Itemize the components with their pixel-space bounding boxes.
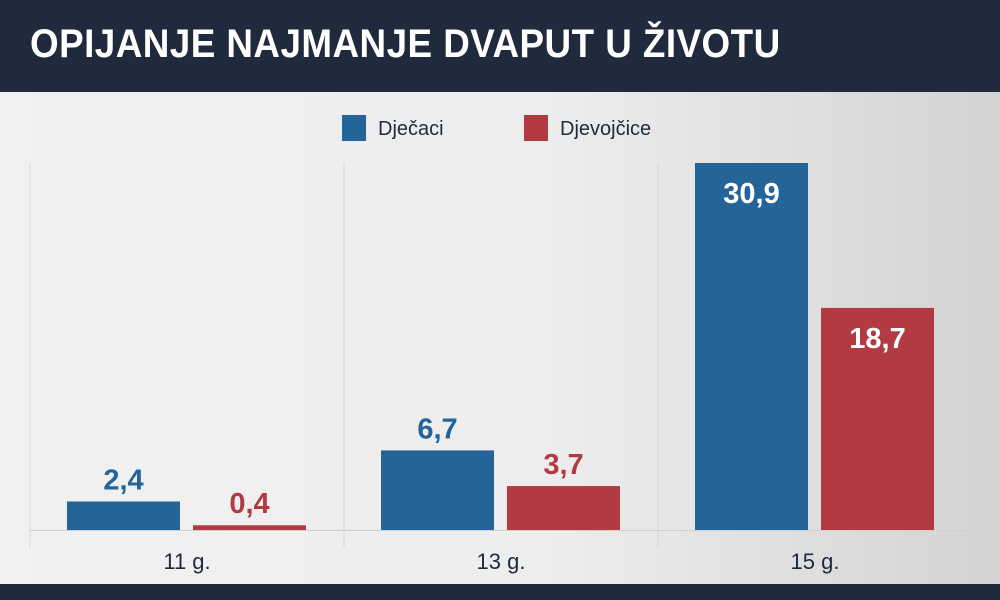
group-separators [29, 163, 973, 548]
bar-0-0 [67, 501, 180, 530]
bar-0-2 [695, 163, 808, 530]
bars [67, 163, 934, 530]
bar-1-0 [193, 525, 306, 530]
tick-label-2: 15 g. [791, 549, 840, 574]
footer-bar [0, 584, 1000, 600]
bar-0-1 [381, 450, 494, 530]
value-label-1-1: 3,7 [543, 449, 583, 481]
legend-swatch-1 [524, 115, 548, 141]
value-labels: 2,4 0,4 6,7 3,7 30,9 18,7 [103, 178, 905, 520]
tick-label-0: 11 g. [163, 549, 210, 574]
value-label-0-1: 6,7 [417, 413, 457, 445]
legend-label-1: Djevojčice [560, 118, 651, 140]
bar-1-2 [821, 307, 934, 530]
legend-label-0: Dječaci [378, 118, 444, 140]
tick-label-1: 13 g. [477, 549, 526, 574]
value-label-1-2: 18,7 [849, 323, 905, 355]
x-tick-labels: 11 g. 13 g. 15 g. [163, 549, 839, 574]
legend: Dječaci Djevojčice [342, 115, 651, 141]
header-bar: OPIJANJE NAJMANJE DVAPUT U ŽIVOTU [0, 0, 1000, 92]
value-label-0-2: 30,9 [723, 178, 779, 210]
value-label-1-0: 0,4 [229, 488, 269, 520]
chart-title: OPIJANJE NAJMANJE DVAPUT U ŽIVOTU [30, 22, 781, 66]
value-label-0-0: 2,4 [103, 464, 143, 496]
legend-swatch-0 [342, 115, 366, 141]
bar-1-1 [507, 486, 620, 530]
